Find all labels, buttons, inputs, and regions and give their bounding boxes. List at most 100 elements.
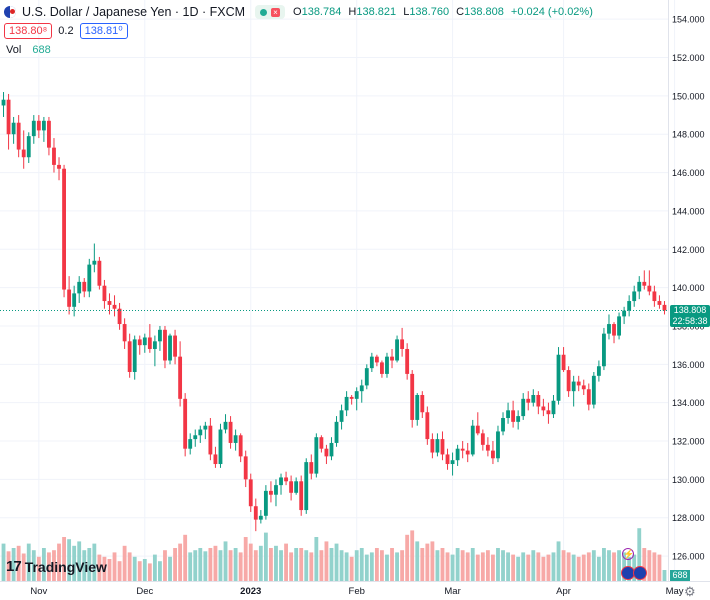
volume-bar-66 <box>334 543 339 581</box>
candle-body-46 <box>233 435 238 443</box>
volume-bar-5 <box>26 543 31 581</box>
candle-body-14 <box>72 293 77 307</box>
candle-body-64 <box>324 448 329 457</box>
volume-bar-80 <box>405 534 410 581</box>
volume-bar-104 <box>526 554 531 581</box>
volume-bar-14 <box>72 545 77 581</box>
candle-body-86 <box>435 439 440 453</box>
candle-body-89 <box>450 460 455 465</box>
volume-bar-31 <box>158 561 162 581</box>
volume-bar-33 <box>168 556 172 581</box>
volume-bar-32 <box>163 550 167 581</box>
tradingview-logo-text: TradingView <box>24 558 107 575</box>
volume-bar-113 <box>571 554 576 581</box>
candle-body-119 <box>602 333 606 367</box>
us-event-flag-icon-2[interactable] <box>633 566 647 580</box>
candle-body-68 <box>344 396 349 411</box>
event-lightning-icon[interactable]: ⚡ <box>622 548 635 560</box>
volume-bar-114 <box>576 556 581 581</box>
settings-gear-icon[interactable]: ⚙ <box>684 584 696 599</box>
volume-bar-45 <box>228 550 233 581</box>
candle-body-99 <box>501 418 505 432</box>
candle-body-37 <box>188 439 193 449</box>
candle-body-21 <box>107 301 112 305</box>
candle-body-84 <box>425 412 430 440</box>
status-pill[interactable]: × <box>255 5 286 19</box>
volume-bar-0 <box>1 543 6 581</box>
candle-body-67 <box>339 410 344 422</box>
y-tick-label-13: 152.000 <box>672 53 705 63</box>
volume-bar-8 <box>41 548 46 581</box>
candle-body-73 <box>369 356 374 369</box>
candle-body-53 <box>269 490 273 495</box>
tradingview-logo[interactable]: 17 TradingView <box>6 558 107 575</box>
candle-body-70 <box>354 391 359 399</box>
candle-body-35 <box>178 356 183 399</box>
candle-body-126 <box>637 281 642 292</box>
candle-body-2 <box>11 122 16 135</box>
volume-legend[interactable]: Vol 688 <box>6 44 51 56</box>
candle-body-101 <box>511 410 516 422</box>
candle-body-92 <box>465 450 470 455</box>
volume-bar-109 <box>551 552 556 581</box>
candle-body-93 <box>470 425 475 455</box>
volume-bar-64 <box>324 541 329 581</box>
candle-body-1 <box>6 99 11 135</box>
candle-body-7 <box>36 120 41 131</box>
volume-bar-44 <box>223 541 228 581</box>
candle-body-9 <box>47 120 51 148</box>
symbol-title[interactable]: U.S. Dollar / Japanese Yen · 1D · FXCM <box>22 5 246 19</box>
volume-bar-52 <box>263 532 268 581</box>
y-tick-label-2: 130.000 <box>672 475 705 485</box>
volume-bar-99 <box>501 550 505 581</box>
candle-body-28 <box>142 337 147 346</box>
candle-body-61 <box>309 462 314 474</box>
candle-body-121 <box>612 324 616 336</box>
volume-bar-26 <box>132 556 137 581</box>
volume-bar-112 <box>566 552 571 581</box>
candle-body-16 <box>82 281 87 292</box>
candle-body-22 <box>112 304 117 309</box>
volume-bar-82 <box>415 541 420 581</box>
candle-body-122 <box>617 316 621 336</box>
bar-countdown: 22:58:38 <box>672 316 708 326</box>
candle-body-24 <box>122 324 127 342</box>
candle-body-96 <box>485 444 490 451</box>
volume-bar-96 <box>485 550 490 581</box>
candle-body-90 <box>455 448 460 461</box>
volume-bar-35 <box>178 543 183 581</box>
candle-body-85 <box>430 439 435 453</box>
candle-body-12 <box>62 168 66 290</box>
volume-bar-50 <box>253 550 258 581</box>
volume-bar-15 <box>77 541 82 581</box>
volume-bar-40 <box>203 551 208 581</box>
candle-body-100 <box>506 410 510 419</box>
volume-bar-76 <box>385 554 389 581</box>
volume-bar-59 <box>299 548 304 581</box>
y-tick-label-10: 146.000 <box>672 168 705 178</box>
x-tick-label-6: May <box>666 586 684 597</box>
candle-body-104 <box>526 398 531 403</box>
buy-button[interactable]: 138.81⁰ <box>79 23 128 39</box>
x-tick-label-2: 2023 <box>240 586 261 597</box>
volume-bar-106 <box>536 552 541 581</box>
volume-bar-49 <box>248 543 253 581</box>
volume-bar-85 <box>430 541 435 581</box>
volume-bar-86 <box>435 550 440 581</box>
volume-bar-51 <box>258 545 263 581</box>
volume-bar-7 <box>36 556 41 581</box>
volume-bar-55 <box>279 550 283 581</box>
candle-body-19 <box>97 260 102 286</box>
y-tick-label-5: 136.000 <box>672 360 705 370</box>
candle-body-80 <box>405 348 410 374</box>
volume-bar-98 <box>496 548 500 581</box>
x-tick-label-3: Feb <box>349 586 365 597</box>
y-tick-label-4: 134.000 <box>672 398 705 408</box>
candle-body-49 <box>248 479 253 507</box>
candle-body-3 <box>16 122 21 150</box>
volume-bar-93 <box>470 548 475 581</box>
candle-body-124 <box>627 301 632 311</box>
sell-button[interactable]: 138.80⁸ <box>4 23 53 39</box>
y-tick-label-8: 142.000 <box>672 245 705 255</box>
